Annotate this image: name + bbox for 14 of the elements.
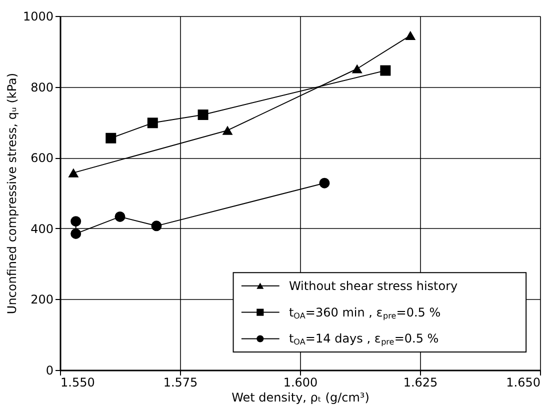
y-tick-label: 400	[30, 222, 54, 236]
y-tick-label: 0	[46, 364, 54, 378]
x-tick-label: 1.600	[283, 376, 318, 390]
x-axis-title: Wet density, ρₜ (g/cm³)	[232, 390, 370, 404]
y-tick-label: 800	[30, 80, 54, 94]
legend-label: Without shear stress history	[288, 278, 458, 293]
y-tick-label: 1000	[22, 10, 54, 24]
x-tick-label: 1.650	[506, 376, 540, 390]
y-tick-label: 200	[30, 292, 54, 307]
x-tick-label: 1.550	[60, 376, 95, 390]
y-tick-label: 600	[30, 151, 54, 166]
x-tick-label: 1.625	[403, 376, 438, 390]
x-tick-label: 1.575	[163, 376, 198, 390]
y-axis-title: Unconfined compressive stress, qᵤ (kPa)	[4, 72, 19, 314]
